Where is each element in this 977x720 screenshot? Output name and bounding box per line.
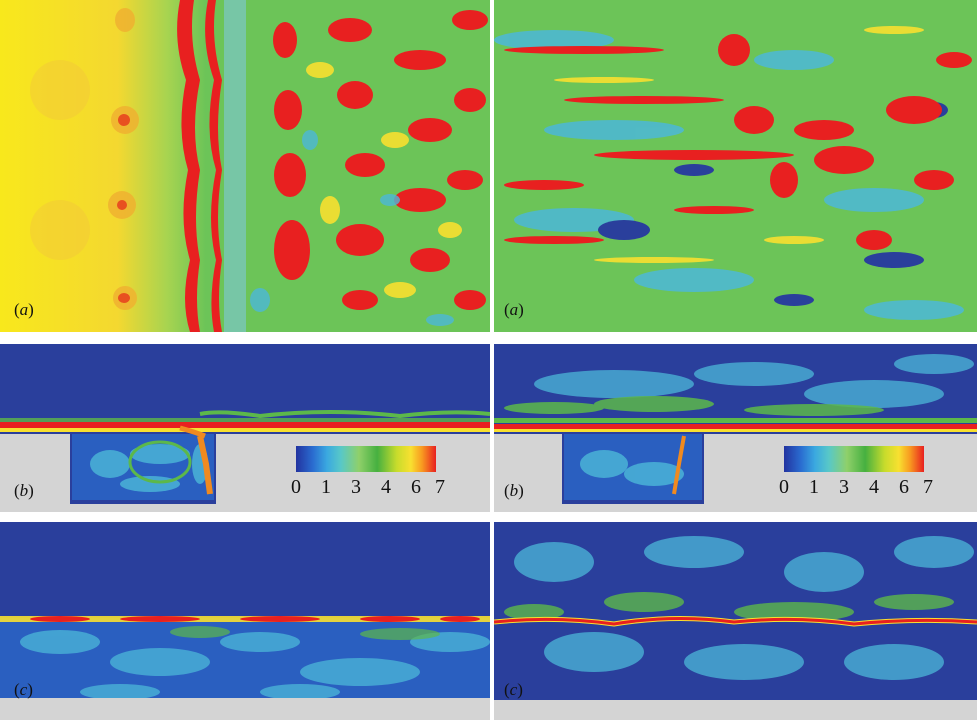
colorbar-ticks: 0 1 3 4 6 7: [778, 476, 933, 498]
colorbar-tick: 6: [411, 476, 421, 498]
colorbar-tick: 1: [321, 476, 331, 498]
panel-a-right: (a): [494, 0, 977, 332]
cavity-section-b-right: [494, 344, 977, 512]
panel-label-a-right: (a): [504, 300, 524, 319]
colorbar-gradient: [784, 446, 924, 472]
colorbar-tick: 7: [435, 476, 445, 498]
colorbar-tick: 3: [839, 476, 849, 498]
colorbar-tick: 3: [351, 476, 361, 498]
panel-c-right: (c): [494, 522, 977, 720]
colorbar-tick: 7: [923, 476, 933, 498]
panel-b-right: (b) 0 1 3 4 6 7: [494, 344, 977, 512]
panel-label-c-right: (c): [504, 680, 523, 699]
colorbar-tick: 4: [381, 476, 391, 498]
vorticity-field-a-right: [494, 0, 977, 332]
vorticity-field-a-left: [0, 0, 490, 332]
panel-b-left: (b) 0 1 3 4 6 7: [0, 344, 490, 512]
panel-a-left: (a): [0, 0, 490, 332]
colorbar-tick: 0: [779, 476, 789, 498]
boundary-layer-c-left: [0, 522, 490, 720]
colorbar-gradient: [296, 446, 436, 472]
boundary-layer-c-right: [494, 522, 977, 720]
colorbar-tick: 6: [899, 476, 909, 498]
panel-label-b-left: (b): [14, 481, 34, 500]
colorbar-tick: 0: [291, 476, 301, 498]
colorbar-ticks: 0 1 3 4 6 7: [290, 476, 445, 498]
colorbar-tick: 1: [809, 476, 819, 498]
panel-c-left: (c): [0, 522, 490, 720]
panel-label-b-right: (b): [504, 481, 524, 500]
panel-label-a-left: (a): [14, 300, 34, 319]
panel-label-c-left: (c): [14, 680, 33, 699]
colorbar-tick: 4: [869, 476, 879, 498]
